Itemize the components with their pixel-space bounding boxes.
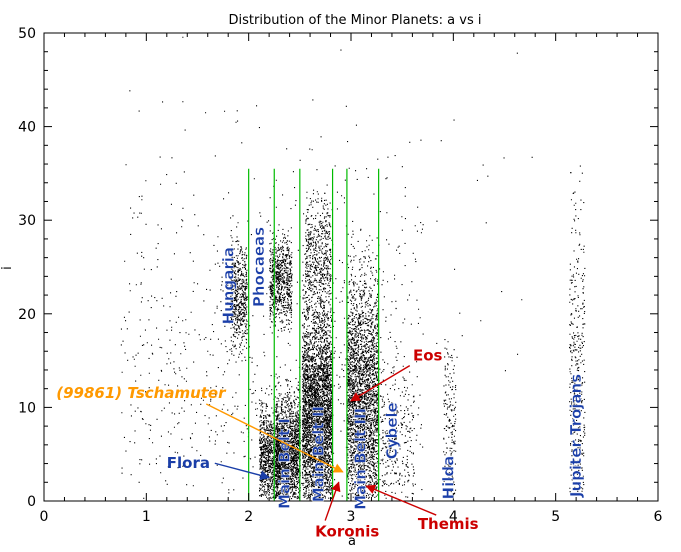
y-tick-label: 0 bbox=[27, 494, 36, 510]
axis-ticks: 0 1 2 3 4 5 6 0 10 20 30 40 50 bbox=[18, 26, 662, 525]
callout-label: Koronis bbox=[315, 523, 379, 541]
x-tick-label: 5 bbox=[551, 509, 560, 525]
y-tick-label: 50 bbox=[18, 26, 36, 42]
group-label: Phocaeas bbox=[250, 227, 268, 307]
callout-label: (99861) Tschamuter bbox=[56, 384, 227, 402]
callout-arrow bbox=[205, 403, 344, 473]
x-tick-label: 4 bbox=[449, 509, 458, 525]
x-tick-label: 6 bbox=[654, 509, 663, 525]
y-tick-label: 30 bbox=[18, 213, 36, 229]
group-label: Hilda bbox=[439, 456, 457, 500]
y-tick-label: 10 bbox=[18, 400, 36, 416]
chart-title: Distribution of the Minor Planets: a vs … bbox=[229, 13, 482, 28]
x-axis-label: a bbox=[348, 534, 356, 549]
x-tick-label: 2 bbox=[244, 509, 253, 525]
x-tick-label: 0 bbox=[40, 509, 49, 525]
group-label: Cybele bbox=[383, 402, 401, 459]
group-labels: Hungaria Phocaeas Main Belt I Main Belt II M… bbox=[219, 227, 585, 510]
callout-arrow bbox=[214, 462, 271, 481]
callout-label: Themis bbox=[418, 515, 479, 533]
callouts: Flora Eos (99861) Tschamuter Koronis Themis bbox=[56, 347, 478, 541]
callout-arrow bbox=[324, 481, 341, 521]
callout-label: Eos bbox=[413, 347, 443, 365]
callout-arrow bbox=[365, 484, 437, 516]
group-label: Main Belt II bbox=[309, 406, 327, 502]
callout-arrow bbox=[350, 364, 411, 402]
group-boundary-lines bbox=[248, 168, 380, 501]
group-label: Jupiter Trojans bbox=[567, 374, 585, 498]
x-tick-label: 1 bbox=[142, 509, 151, 525]
group-label: Main Belt I bbox=[276, 418, 294, 509]
y-tick-label: 20 bbox=[18, 307, 36, 323]
x-tick-label: 3 bbox=[347, 509, 356, 525]
group-label: Hungaria bbox=[219, 247, 237, 324]
y-tick-label: 40 bbox=[18, 120, 36, 136]
y-axis-label: i bbox=[0, 266, 15, 270]
group-label: Main Belt III bbox=[351, 408, 369, 510]
callout-label: Flora bbox=[167, 454, 210, 472]
